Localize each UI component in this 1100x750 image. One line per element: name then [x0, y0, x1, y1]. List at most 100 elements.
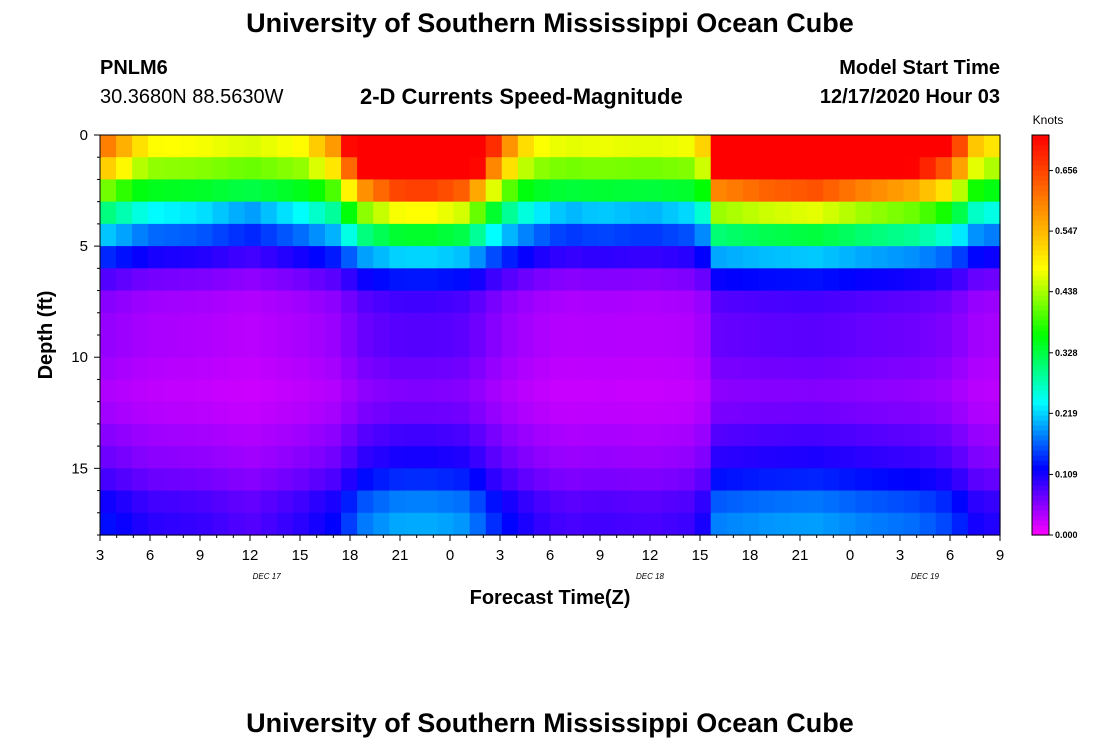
heatmap-cell — [791, 423, 808, 447]
heatmap-cell — [148, 512, 165, 536]
heatmap-cell — [228, 335, 246, 358]
heatmap-cell — [678, 246, 696, 269]
heatmap-cell — [919, 201, 937, 225]
heatmap-cell — [871, 135, 889, 158]
heatmap-cell — [373, 335, 390, 358]
colorbar-swatch — [1032, 365, 1049, 371]
heatmap-cell — [148, 290, 165, 314]
heatmap-cell — [823, 335, 840, 358]
heatmap-cell — [292, 268, 310, 292]
heatmap-cell — [614, 468, 631, 492]
heatmap-cell — [646, 335, 664, 358]
heatmap-cell — [308, 312, 326, 336]
heatmap-cell — [855, 290, 873, 314]
heatmap-cell — [678, 379, 696, 403]
heatmap-cell — [132, 468, 149, 492]
heatmap-cell — [662, 512, 680, 536]
heatmap-cell — [517, 246, 535, 269]
heatmap-cell — [919, 312, 937, 336]
heatmap-cell — [244, 446, 262, 469]
heatmap-cell — [903, 357, 921, 381]
heatmap-cell — [855, 157, 873, 181]
colorbar-swatch — [1032, 370, 1049, 376]
x-tick-label: 12 — [242, 547, 259, 564]
heatmap-cell — [260, 423, 278, 447]
heatmap-cell — [325, 290, 342, 314]
heatmap-cell — [325, 157, 342, 181]
heatmap-cell — [566, 268, 583, 292]
heatmap-cell — [357, 446, 374, 469]
heatmap-cell — [550, 135, 567, 158]
heatmap-cell — [308, 201, 326, 225]
heatmap-cell — [726, 379, 744, 403]
heatmap-cell — [373, 179, 390, 203]
heatmap-cell — [630, 223, 648, 247]
heatmap-cell — [244, 157, 262, 181]
heatmap-cell — [839, 223, 856, 247]
heatmap-cell — [678, 512, 696, 536]
heatmap-cell — [839, 468, 856, 492]
heatmap-cell — [116, 201, 133, 225]
heatmap-cell — [823, 490, 840, 514]
heatmap-cell — [421, 179, 439, 203]
colorbar-swatch — [1032, 525, 1049, 531]
heatmap-cell — [389, 179, 406, 203]
heatmap-cell — [292, 357, 310, 381]
heatmap-cell — [614, 512, 631, 536]
heatmap-cell — [164, 423, 181, 447]
heatmap-cell — [292, 490, 310, 514]
heatmap-cell — [341, 135, 358, 158]
heatmap-cell — [566, 246, 583, 269]
heatmap-cell — [646, 157, 664, 181]
heatmap-cell — [951, 446, 969, 469]
heatmap-cell — [341, 468, 358, 492]
heatmap-cell — [871, 157, 889, 181]
heatmap-cell — [758, 290, 776, 314]
heatmap-cell — [276, 401, 294, 425]
heatmap-cell — [694, 446, 712, 469]
heatmap-cell — [244, 379, 262, 403]
heatmap-cell — [437, 312, 455, 336]
colorbar-swatch — [1032, 400, 1049, 406]
heatmap-cell — [694, 423, 712, 447]
heatmap-cell — [292, 312, 310, 336]
heatmap-cell — [919, 179, 937, 203]
heatmap-cell — [967, 312, 985, 336]
heatmap-cell — [983, 490, 1001, 514]
heatmap-cell — [276, 223, 294, 247]
heatmap-cell — [662, 335, 680, 358]
heatmap-cell — [807, 268, 824, 292]
heatmap-cell — [983, 512, 1001, 536]
heatmap-cell — [598, 201, 615, 225]
heatmap-cell — [180, 490, 198, 514]
heatmap-cell — [983, 157, 1001, 181]
heatmap-cell — [791, 290, 808, 314]
heatmap-cell — [132, 423, 149, 447]
heatmap-cell — [983, 268, 1001, 292]
heatmap-cell — [357, 312, 374, 336]
y-tick-label: 15 — [71, 460, 88, 477]
heatmap-cell — [276, 335, 294, 358]
heatmap-cell — [807, 312, 824, 336]
heatmap-cell — [292, 335, 310, 358]
heatmap-cell — [726, 290, 744, 314]
colorbar-swatch — [1032, 235, 1049, 241]
heatmap-cell — [935, 335, 953, 358]
heatmap-cell — [148, 179, 165, 203]
heatmap-cell — [598, 490, 615, 514]
heatmap-cell — [550, 357, 567, 381]
plot-title: 2-D Currents Speed-Magnitude — [360, 84, 683, 109]
station-coordinates: 30.3680N 88.5630W — [100, 86, 284, 108]
heatmap-cell — [566, 312, 583, 336]
heatmap-cell — [807, 446, 824, 469]
heatmap-cell — [308, 401, 326, 425]
heatmap-cell — [437, 401, 455, 425]
heatmap-cell — [421, 290, 439, 314]
heatmap-cell — [823, 201, 840, 225]
heatmap-cell — [951, 135, 969, 158]
colorbar-swatch — [1032, 215, 1049, 221]
heatmap-cell — [517, 223, 535, 247]
heatmap-cell — [951, 179, 969, 203]
heatmap-cell — [325, 446, 342, 469]
heatmap-cell — [453, 246, 471, 269]
